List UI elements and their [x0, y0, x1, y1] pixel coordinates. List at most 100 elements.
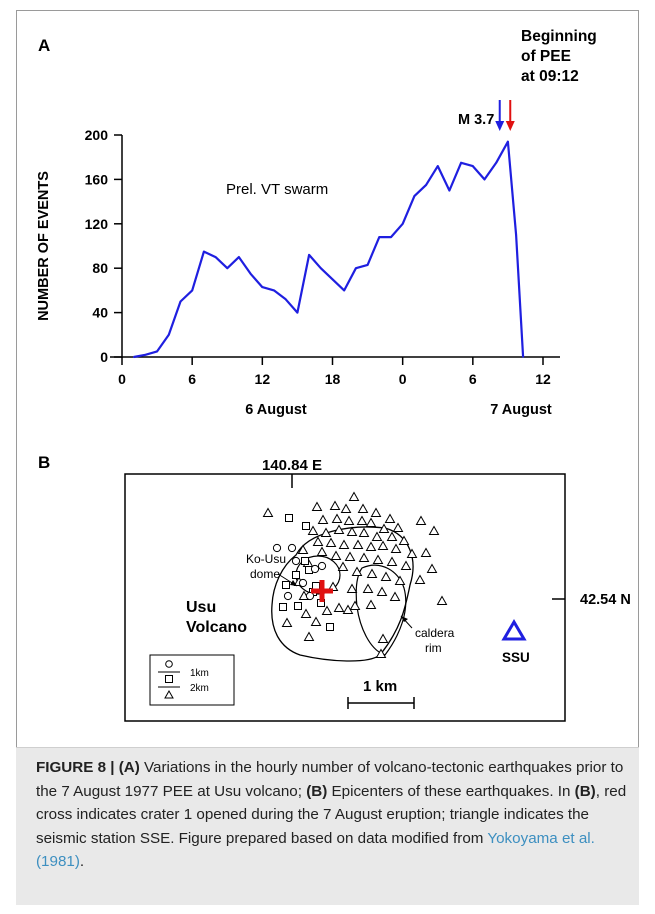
- epicenter-triangle-icon: [436, 595, 448, 605]
- data-point: [483, 178, 486, 181]
- x-tick-label: 12: [255, 371, 271, 387]
- epicenter-triangle-icon: [357, 503, 369, 513]
- dome-label-line-2: dome: [250, 567, 280, 581]
- epicenter-triangle-icon: [371, 531, 383, 541]
- data-point: [261, 286, 264, 288]
- data-point: [214, 256, 217, 258]
- epicenter-square-icon: [326, 623, 334, 631]
- epicenter-triangle-icon: [333, 524, 345, 534]
- data-point: [179, 300, 182, 303]
- epicenter-triangle-icon: [400, 560, 412, 570]
- epicenter-triangle-icon: [366, 568, 378, 578]
- figure-caption: FIGURE 8 | (A) Variations in the hourly …: [36, 756, 634, 874]
- epicenter-triangle-icon: [377, 540, 389, 550]
- epicenter-triangle-icon: [365, 599, 377, 609]
- epicenter-triangle-icon: [394, 575, 406, 585]
- data-point: [132, 356, 135, 358]
- data-point: [249, 272, 252, 275]
- epicenter-square-icon: [285, 514, 293, 522]
- chart-series: [132, 140, 525, 359]
- data-point: [436, 165, 439, 167]
- swarm-annotation: Prel. VT swarm: [226, 181, 328, 198]
- panel-b-label: B: [38, 453, 50, 472]
- rim-leader-arrowhead: [401, 616, 408, 622]
- legend-circle-icon: [165, 660, 173, 668]
- epicenter-triangle-icon: [281, 617, 293, 627]
- epicenter-triangle-icon: [343, 515, 355, 525]
- data-point: [390, 236, 392, 238]
- epicenter-triangle-icon: [300, 608, 312, 618]
- station-triangle-icon: [501, 619, 527, 641]
- epicenter-triangle-icon: [316, 546, 328, 556]
- epicenter-triangle-icon: [317, 514, 329, 524]
- data-point: [522, 356, 524, 358]
- data-point: [378, 236, 381, 238]
- epicenter-circle-icon: [298, 578, 308, 588]
- epicenter-circle-icon: [317, 561, 327, 571]
- epicenter-triangle-icon: [372, 554, 384, 564]
- epicenter-triangle-icon: [340, 503, 352, 513]
- epicenter-triangle-icon: [358, 552, 370, 562]
- x-tick-label: 6: [188, 371, 196, 387]
- epicenter-triangle-icon: [365, 517, 377, 527]
- data-point: [413, 195, 416, 197]
- legend-label-2km: 2km: [190, 683, 209, 694]
- x-tick-label: 12: [535, 371, 551, 387]
- epicenter-triangle-icon: [321, 605, 333, 615]
- station-label: SSU: [502, 650, 530, 665]
- epicenter-triangle-icon: [384, 513, 396, 523]
- epicenter-triangle-icon: [346, 526, 358, 536]
- data-point: [472, 165, 474, 167]
- x-tick-label: 6: [469, 371, 477, 387]
- rim-label-line-1: caldera: [415, 626, 455, 640]
- epicenter-square-icon: [279, 603, 287, 611]
- pee-annotation-line-3: at 09:12: [521, 68, 579, 85]
- epicenter-square-icon: [312, 582, 320, 590]
- epicenter-square-icon: [282, 581, 290, 589]
- data-point: [226, 267, 229, 270]
- epicenter-triangle-icon: [375, 648, 387, 658]
- epicenter-triangle-icon: [370, 507, 382, 517]
- dome-label-line-1: Ko-Usu: [246, 552, 286, 566]
- epicenter-triangle-icon: [351, 566, 363, 576]
- caption-text-3: , red cross indicates crater 1 opened du…: [36, 782, 627, 847]
- data-point: [401, 223, 404, 225]
- longitude-label: 140.84 E: [262, 457, 322, 474]
- epicenter-triangle-icon: [325, 537, 337, 547]
- pee-annotation-line-1: Beginning: [521, 28, 597, 45]
- caption-b-ref-1: (B): [306, 782, 328, 800]
- caption-text-2: Epicenters of these earthquakes. In: [327, 782, 575, 800]
- epicenter-triangle-icon: [330, 550, 342, 560]
- caption-reference-link[interactable]: Yokoyama et al. (1981): [36, 829, 595, 871]
- data-point: [343, 289, 345, 292]
- data-point: [144, 353, 147, 356]
- epicenter-triangle-icon: [358, 527, 370, 537]
- epicenter-triangle-icon: [376, 586, 388, 596]
- epicenter-triangle-icon: [303, 631, 315, 641]
- epicenter-triangle-icon: [389, 591, 401, 601]
- y-axis-ticks: 0 40 80 120 160 200: [85, 127, 122, 365]
- epicenter-triangle-icon: [312, 536, 324, 546]
- legend-square-icon: [165, 675, 173, 683]
- data-point: [167, 334, 170, 336]
- epicenter-triangle-icon: [386, 556, 398, 566]
- data-point: [448, 189, 451, 192]
- epicenter-circle-icon: [272, 543, 282, 553]
- data-point: [425, 184, 427, 186]
- epicenter-triangle-icon: [406, 548, 418, 558]
- epicenter-triangle-icon: [356, 515, 368, 525]
- x-tick-label: 0: [399, 371, 407, 387]
- data-point: [320, 267, 322, 270]
- volcano-label-line-2: Volcano: [186, 619, 247, 636]
- epicenter-circle-icon: [305, 591, 315, 601]
- y-axis-label: NUMBER OF EVENTS: [36, 171, 52, 321]
- chart-arrows: [495, 100, 515, 131]
- epicenter-triangle-icon: [329, 500, 341, 510]
- epicenter-triangle-icon: [390, 543, 402, 553]
- epicenter-triangle-icon: [297, 544, 309, 554]
- legend-label-1km: 1km: [190, 668, 209, 679]
- epicenter-triangle-icon: [348, 491, 360, 501]
- epicenter-triangle-icon: [377, 633, 389, 643]
- epicenter-triangle-icon: [380, 571, 392, 581]
- data-point: [284, 298, 287, 301]
